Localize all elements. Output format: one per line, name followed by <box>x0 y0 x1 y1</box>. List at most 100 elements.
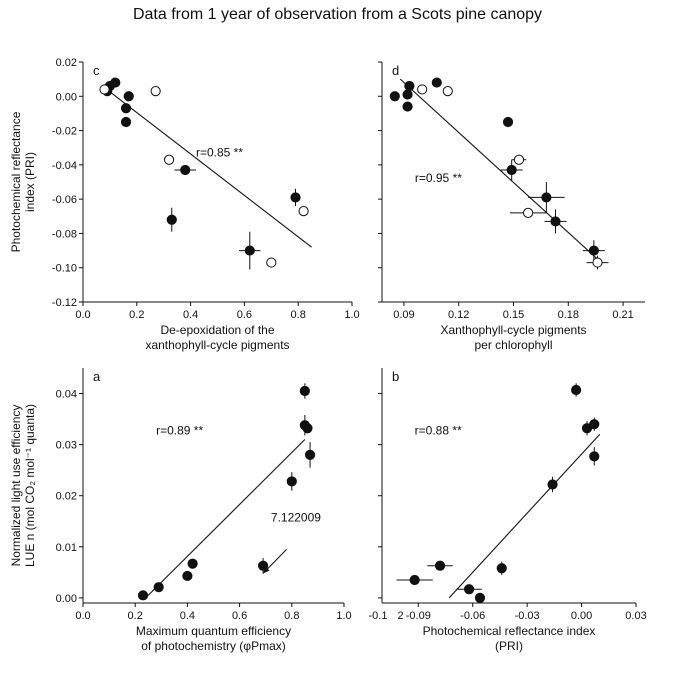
panel-label: c <box>93 63 100 78</box>
y-tick-label: 0.02 <box>56 491 77 503</box>
data-point-filled <box>434 560 446 571</box>
data-point-filled <box>589 419 600 430</box>
x-axis-label: Photochemical reflectance index <box>423 624 596 638</box>
x-tick-label: -0.09 <box>406 610 431 622</box>
x-tick-label: 0.6 <box>232 610 247 622</box>
data-point-filled <box>153 582 164 593</box>
data-point-filled <box>402 101 413 112</box>
data-point-filled <box>389 91 400 102</box>
y-tick-label: 0.00 <box>56 91 77 103</box>
regression-line <box>399 78 598 260</box>
data-point-filled <box>257 560 269 571</box>
x-tick-label: 1.0 <box>344 309 359 321</box>
panel-label: d <box>392 63 399 78</box>
y-axis-label: index (PRI) <box>23 152 37 212</box>
y-tick-label: 0.03 <box>56 440 77 452</box>
data-point-filled <box>550 216 561 227</box>
data-point-open <box>298 206 309 217</box>
x-axis-label: De-epoxidation of the <box>160 323 274 337</box>
regression-line <box>145 439 306 599</box>
correlation-label: r=0.89 ** <box>156 423 203 437</box>
callout-arrowhead <box>263 566 270 574</box>
data-point-filled <box>431 77 442 88</box>
data-point-filled <box>286 476 297 487</box>
x-axis-label: of photochemistry (φPmax) <box>141 639 286 653</box>
x-axis-label: xanthophyll-cycle pigments <box>145 338 289 352</box>
data-point-open <box>513 154 525 165</box>
data-point-filled <box>244 245 255 256</box>
correlation-label: r=0.85 ** <box>196 145 243 159</box>
data-point-filled <box>187 558 198 569</box>
data-point-filled <box>180 164 191 176</box>
x-tick-label: -0.1 <box>369 610 388 622</box>
data-point-filled <box>496 563 507 574</box>
x-tick-label: 0.15 <box>503 309 524 321</box>
x-axis-label: per chlorophyll <box>474 338 552 352</box>
data-point-filled <box>110 77 121 88</box>
data-point-filled <box>463 584 475 595</box>
y-tick-label: 0.01 <box>56 542 77 554</box>
x-tick-label: 0.03 <box>625 610 646 622</box>
data-point-filled <box>402 89 413 100</box>
panel-label: b <box>392 369 399 384</box>
y-tick-label: 0.00 <box>56 593 77 605</box>
callout-label: 7.122009 <box>271 510 321 524</box>
y-tick-label: -0.04 <box>52 160 77 172</box>
data-point-open <box>150 86 161 97</box>
data-point-filled <box>120 116 132 128</box>
data-point-filled <box>123 91 134 102</box>
data-point-filled <box>541 192 552 203</box>
x-tick-label: 0.12 <box>448 309 469 321</box>
y-axis-label: Normalized light use efficiency <box>9 405 23 567</box>
y-tick-label: 0.02 <box>56 57 77 69</box>
x-tick-label: 0.6 <box>237 309 252 321</box>
data-point-filled <box>474 592 486 603</box>
data-point-open <box>442 86 453 97</box>
data-point-open <box>417 84 428 95</box>
data-point-filled <box>302 423 313 434</box>
data-point-open <box>266 257 277 268</box>
panel-c: 0.0 0.2 0.4 0.6 0.8 1.0 0.02 0.00 -0.02 -0.04 -0.0… <box>9 57 360 352</box>
x-tick-label: -0.06 <box>460 610 485 622</box>
x-axis-label: Xanthophyll-cycle pigments <box>440 323 586 337</box>
y-tick-label: -0.02 <box>52 126 77 138</box>
y-tick-label: -0.12 <box>52 297 77 309</box>
x-tick-label: 0.0 <box>75 309 90 321</box>
data-point-filled <box>547 479 558 490</box>
data-point-filled <box>120 103 132 114</box>
x-tick-label: 0.0 <box>75 610 90 622</box>
x-tick-label: 0.4 <box>183 309 198 321</box>
x-tick-label: 0.8 <box>284 610 299 622</box>
data-point-filled <box>589 451 600 462</box>
data-point-open <box>523 207 534 218</box>
regression-line <box>448 434 601 599</box>
x-tick-label: 0.4 <box>180 610 195 622</box>
data-point-open <box>592 257 603 268</box>
data-point-filled <box>290 192 301 203</box>
panel-d: 0.09 0.12 0.15 0.18 0.21 Xanthophyll-cycle pi… <box>378 61 645 352</box>
data-point-filled <box>404 80 415 92</box>
x-tick-label: 0.8 <box>291 309 306 321</box>
x-axis-label: Maximum quantum efficiency <box>136 624 291 638</box>
data-point-filled <box>304 449 316 460</box>
data-point-filled <box>588 245 599 256</box>
correlation-label: r=0.95 ** <box>415 171 462 185</box>
chart-title: Data from 1 year of observation from a S… <box>132 6 543 23</box>
data-point-filled <box>182 570 193 582</box>
x-tick-label: 0.21 <box>612 309 633 321</box>
panel-a: 0.0 0.2 0.4 0.6 0.8 1.0 0.00 0.01 0.02 0.03 0.04 Ma… <box>9 368 352 653</box>
x-tick-label: 0.18 <box>558 309 579 321</box>
y-axis-label: LUE n (mol CO₂ mol⁻¹ quanta) <box>23 404 37 567</box>
data-point-filled <box>506 164 517 176</box>
panel-label: a <box>93 369 101 384</box>
y-tick-label: -0.10 <box>52 263 77 275</box>
correlation-label: r=0.88 ** <box>415 423 462 437</box>
x-tick-label: 1.0 <box>336 610 351 622</box>
data-point-filled <box>571 384 582 396</box>
data-point-filled <box>299 385 310 397</box>
x-tick-label: 0.2 <box>129 309 144 321</box>
x-tick-label: 2 <box>397 610 403 622</box>
y-tick-label: -0.08 <box>52 228 77 240</box>
data-point-filled <box>409 574 420 586</box>
